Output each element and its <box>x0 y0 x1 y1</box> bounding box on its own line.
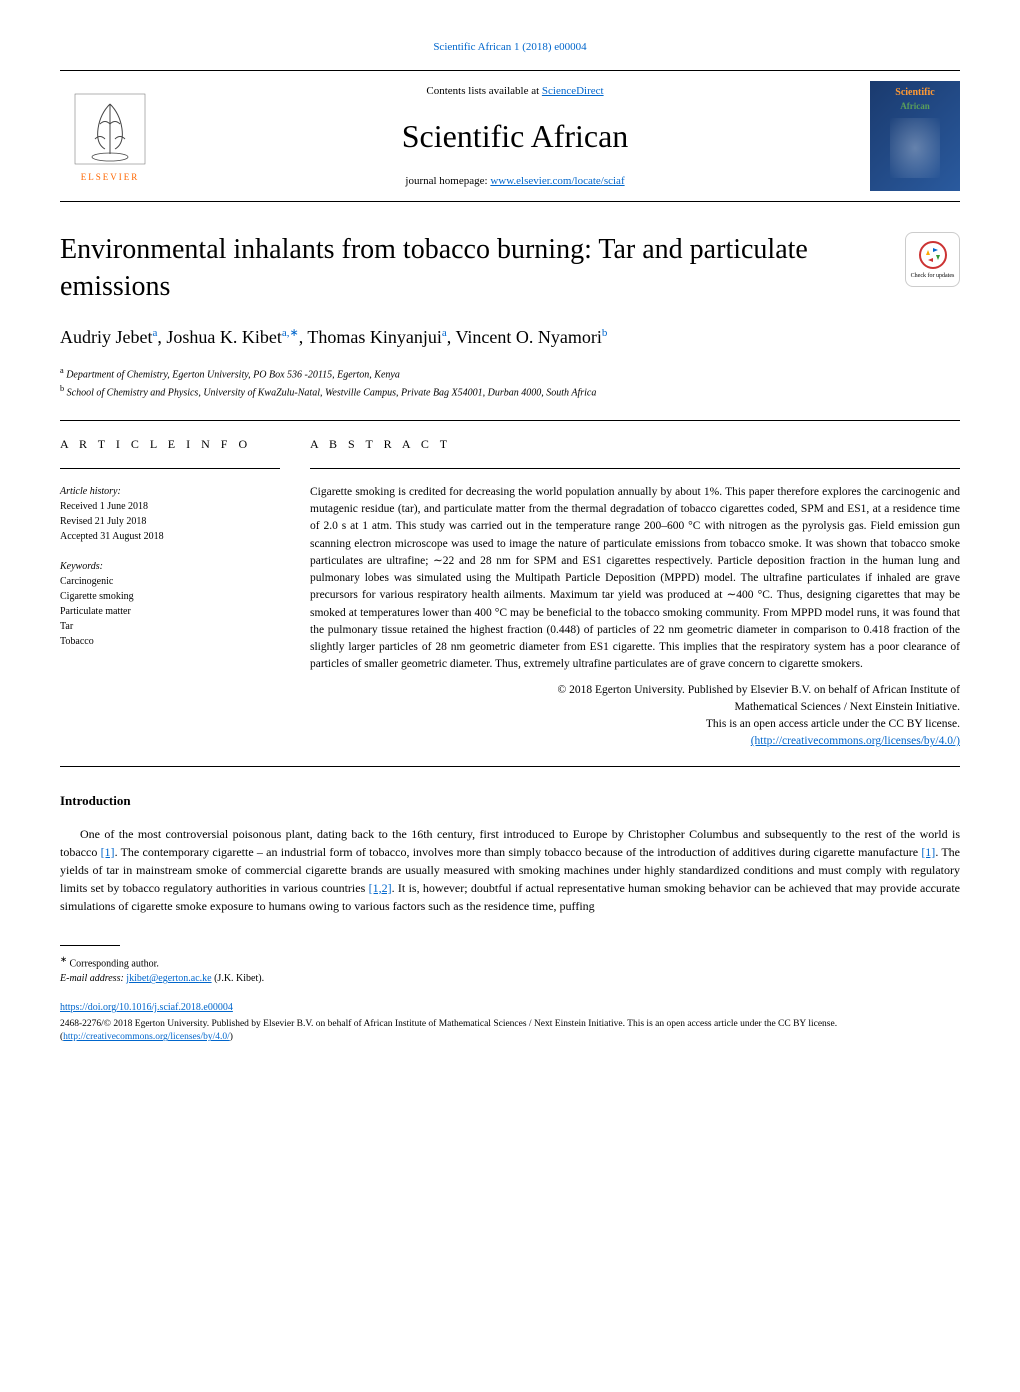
author-3-sup: a <box>442 327 447 339</box>
keyword-0: Carcinogenic <box>60 574 280 589</box>
email-label: E-mail address: <box>60 973 126 984</box>
elsevier-brand-text: ELSEVIER <box>81 171 140 184</box>
cover-image <box>890 118 940 178</box>
corresponding-marker: ∗ <box>60 955 67 964</box>
homepage-line: journal homepage: www.elsevier.com/locat… <box>160 174 870 189</box>
info-abstract-row: A R T I C L E I N F O Article history: R… <box>60 436 960 751</box>
abstract-copyright: © 2018 Egerton University. Published by … <box>310 682 960 751</box>
affiliations: a Department of Chemistry, Egerton Unive… <box>60 365 960 400</box>
info-divider <box>60 468 280 469</box>
ref-link-3[interactable]: [1,2] <box>369 881 392 895</box>
history-label: Article history: <box>60 484 280 499</box>
banner-center: Contents lists available at ScienceDirec… <box>160 84 870 190</box>
keyword-4: Tobacco <box>60 634 280 649</box>
keyword-1: Cigarette smoking <box>60 589 280 604</box>
check-updates-label: Check for updates <box>911 272 955 280</box>
journal-cover-thumbnail: Scientific African <box>870 81 960 191</box>
email-link[interactable]: jkibet@egerton.ac.ke <box>126 973 211 984</box>
abstract-text: Cigarette smoking is credited for decrea… <box>310 484 960 674</box>
doi-line: https://doi.org/10.1016/j.sciaf.2018.e00… <box>60 1001 960 1015</box>
cover-subtitle: African <box>900 100 930 113</box>
journal-name: Scientific African <box>160 114 870 159</box>
affil-b-text: School of Chemistry and Physics, Univers… <box>67 387 597 398</box>
abstract-column: A B S T R A C T Cigarette smoking is cre… <box>310 436 960 751</box>
divider-top <box>60 420 960 421</box>
intro-part-2: . The contemporary cigarette – an indust… <box>115 845 922 859</box>
contents-prefix: Contents lists available at <box>426 85 541 97</box>
header-citation: Scientific African 1 (2018) e00004 <box>60 40 960 55</box>
keyword-3: Tar <box>60 619 280 634</box>
corresponding-author-footnote: ∗ Corresponding author. <box>60 954 960 971</box>
article-title: Environmental inhalants from tobacco bur… <box>60 232 885 305</box>
journal-banner: ELSEVIER Contents lists available at Sci… <box>60 70 960 202</box>
article-info-column: A R T I C L E I N F O Article history: R… <box>60 436 280 751</box>
sciencedirect-link[interactable]: ScienceDirect <box>542 85 604 97</box>
check-updates-badge[interactable]: Check for updates <box>905 232 960 287</box>
author-3: Thomas Kinyanjui <box>307 327 441 347</box>
author-4-sup: b <box>602 327 608 339</box>
received-date: Received 1 June 2018 <box>60 499 280 514</box>
ref-link-2[interactable]: [1] <box>921 845 935 859</box>
contents-available-line: Contents lists available at ScienceDirec… <box>160 84 870 99</box>
copyright-footer-suffix: ) <box>230 1032 233 1042</box>
author-1: Audriy Jebet <box>60 327 152 347</box>
elsevier-tree-icon <box>70 89 150 169</box>
abstract-header: A B S T R A C T <box>310 436 960 453</box>
affiliation-a: a Department of Chemistry, Egerton Unive… <box>60 365 960 382</box>
title-row: Environmental inhalants from tobacco bur… <box>60 232 960 305</box>
affiliation-b: b School of Chemistry and Physics, Unive… <box>60 383 960 400</box>
author-2-sup: a,∗ <box>282 327 299 339</box>
email-footnote: E-mail address: jkibet@egerton.ac.ke (J.… <box>60 971 960 986</box>
ref-link-1[interactable]: [1] <box>101 845 115 859</box>
copyright-line-1: © 2018 Egerton University. Published by … <box>310 682 960 699</box>
author-1-sup: a <box>152 327 157 339</box>
introduction-header: Introduction <box>60 792 960 810</box>
copyright-line-2: Mathematical Sciences / Next Einstein In… <box>310 699 960 716</box>
homepage-prefix: journal homepage: <box>405 175 490 187</box>
doi-link[interactable]: https://doi.org/10.1016/j.sciaf.2018.e00… <box>60 1002 233 1013</box>
elsevier-logo: ELSEVIER <box>60 81 160 191</box>
authors-line: Audriy Jebeta, Joshua K. Kibeta,∗, Thoma… <box>60 325 960 350</box>
cc-license-link[interactable]: (http://creativecommons.org/licenses/by/… <box>751 735 960 747</box>
keyword-2: Particulate matter <box>60 604 280 619</box>
revised-date: Revised 21 July 2018 <box>60 514 280 529</box>
check-updates-icon <box>918 240 948 270</box>
divider-bottom <box>60 766 960 767</box>
introduction-paragraph: One of the most controversial poisonous … <box>60 825 960 915</box>
copyright-footer: 2468-2276/© 2018 Egerton University. Pub… <box>60 1018 960 1045</box>
email-suffix: (J.K. Kibet). <box>212 973 265 984</box>
article-info-header: A R T I C L E I N F O <box>60 436 280 453</box>
copyright-line-3: This is an open access article under the… <box>310 716 960 733</box>
affil-a-text: Department of Chemistry, Egerton Univers… <box>66 370 400 381</box>
cover-title: Scientific <box>895 86 934 100</box>
keywords-label: Keywords: <box>60 559 280 574</box>
footnote-divider <box>60 945 120 946</box>
accepted-date: Accepted 31 August 2018 <box>60 529 280 544</box>
affil-a-sup: a <box>60 366 64 375</box>
author-4: Vincent O. Nyamori <box>455 327 601 347</box>
corresponding-label: Corresponding author. <box>69 958 158 969</box>
abstract-divider <box>310 468 960 469</box>
homepage-link[interactable]: www.elsevier.com/locate/sciaf <box>490 175 624 187</box>
affil-b-sup: b <box>60 384 64 393</box>
copyright-footer-link[interactable]: http://creativecommons.org/licenses/by/4… <box>63 1032 230 1042</box>
article-history: Article history: Received 1 June 2018 Re… <box>60 484 280 649</box>
author-2: Joshua K. Kibet <box>166 327 282 347</box>
